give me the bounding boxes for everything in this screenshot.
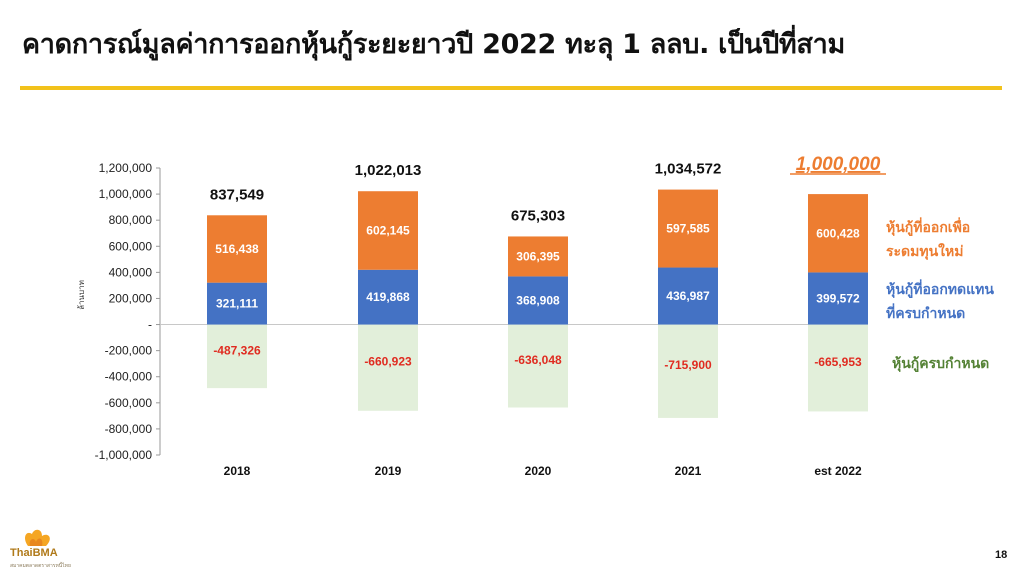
y-tick-label: 800,000	[109, 213, 153, 227]
bar-new-funding-label: 602,145	[366, 223, 410, 237]
page-title: คาดการณ์มูลค่าการออกหุ้นกู้ระยะยาวปี 202…	[22, 29, 845, 60]
total-label: 1,022,013	[355, 162, 422, 179]
bar-refinance-label: 419,868	[366, 290, 410, 304]
bar-refinance-label: 399,572	[816, 291, 860, 305]
bar-refinance	[358, 269, 418, 325]
legend-new-funding: หุ้นกู้ที่ออกเพื่อ ระดมทุนใหม่	[886, 216, 970, 264]
y-tick-label: -800,000	[105, 422, 153, 436]
legend-maturing-line1: หุ้นกู้ครบกำหนด	[892, 356, 990, 372]
legend-maturing: หุ้นกู้ครบกำหนด	[892, 352, 989, 376]
total-label: 675,303	[511, 207, 565, 224]
total-label-estimate: 1,000,000	[796, 154, 881, 175]
page-number: 18	[995, 549, 1008, 561]
y-axis-label: ล้านบาท	[77, 280, 86, 310]
bar-maturing-label: -665,953	[814, 355, 862, 369]
x-category-label: 2019	[375, 464, 402, 478]
total-label: 837,549	[210, 186, 264, 203]
bar-refinance	[207, 282, 267, 325]
y-tick-label: -	[148, 318, 152, 332]
bar-new-funding	[358, 191, 418, 270]
bar-maturing-label: -636,048	[514, 353, 562, 367]
y-tick-label: -1,000,000	[95, 448, 153, 462]
legend-new-funding-line2: ระดมทุนใหม่	[886, 244, 964, 260]
bar-new-funding-label: 306,395	[516, 249, 560, 263]
bar-maturing-label: -660,923	[364, 355, 412, 369]
y-tick-label: 200,000	[109, 291, 153, 305]
x-category-label: est 2022	[814, 464, 862, 478]
logo-name: ThaiBMA	[10, 547, 58, 559]
bar-new-funding	[808, 194, 868, 273]
legend-refinance: หุ้นกู้ที่ออกทดแทน ที่ครบกำหนด	[886, 278, 994, 326]
bar-maturing	[207, 324, 267, 389]
bar-maturing	[808, 324, 868, 412]
y-tick-label: 600,000	[109, 239, 153, 253]
bar-maturing-label: -487,326	[213, 343, 261, 357]
x-category-label: 2021	[675, 464, 702, 478]
bar-refinance	[508, 276, 568, 325]
bar-maturing	[358, 324, 418, 411]
legend-refinance-line2: ที่ครบกำหนด	[886, 306, 966, 322]
bar-new-funding-label: 516,438	[215, 242, 259, 256]
y-tick-label: -200,000	[105, 344, 153, 358]
legend-refinance-line1: หุ้นกู้ที่ออกทดแทน	[886, 282, 994, 298]
bar-new-funding-label: 597,585	[666, 222, 710, 236]
x-category-label: 2018	[224, 464, 251, 478]
total-label: 1,034,572	[655, 161, 722, 178]
bar-maturing-label: -715,900	[664, 358, 712, 372]
y-tick-label: 400,000	[109, 265, 153, 279]
bar-refinance-label: 321,111	[216, 297, 258, 311]
bar-new-funding-label: 600,428	[816, 226, 860, 240]
bar-new-funding	[658, 189, 718, 268]
y-tick-label: 1,000,000	[99, 187, 153, 201]
bar-refinance-label: 368,908	[516, 293, 560, 307]
x-category-label: 2020	[525, 464, 552, 478]
bar-refinance	[658, 267, 718, 325]
legend-new-funding-line1: หุ้นกู้ที่ออกเพื่อ	[886, 220, 971, 236]
y-tick-label: -600,000	[105, 396, 153, 410]
logo-subtitle: สมาคมตลาดตราสารหนี้ไทย	[10, 563, 71, 569]
bar-maturing	[658, 324, 718, 418]
bar-refinance	[808, 272, 868, 325]
bar-new-funding	[508, 236, 568, 277]
bar-refinance-label: 436,987	[666, 289, 710, 303]
bar-new-funding	[207, 215, 267, 283]
thaibma-logo-icon	[25, 529, 50, 546]
y-tick-label: 1,200,000	[99, 161, 153, 175]
bar-maturing	[508, 324, 568, 408]
title-underline	[20, 86, 1002, 90]
y-tick-label: -400,000	[105, 370, 153, 384]
